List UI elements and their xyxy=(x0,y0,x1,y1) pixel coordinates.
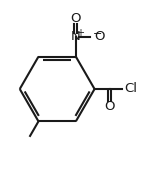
Text: O: O xyxy=(94,30,105,43)
Text: +: + xyxy=(76,28,84,38)
Text: Cl: Cl xyxy=(125,82,138,96)
Text: N: N xyxy=(71,30,81,43)
Text: O: O xyxy=(105,100,115,113)
Text: O: O xyxy=(71,12,81,25)
Text: −: − xyxy=(93,29,103,39)
